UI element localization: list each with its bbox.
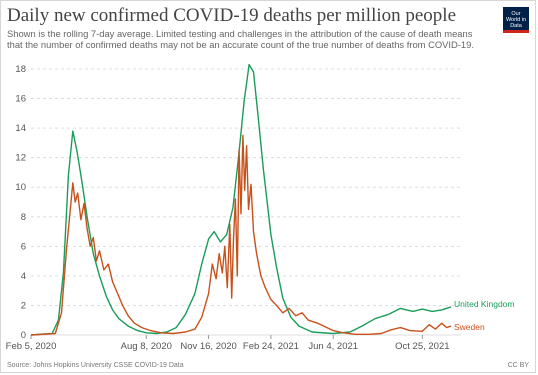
x-tick-label: Jun 4, 2021 <box>308 341 358 352</box>
y-tick-label: 16 <box>15 94 26 105</box>
series-line-united-kingdom <box>30 63 452 336</box>
y-tick-label: 14 <box>15 123 26 134</box>
x-tick-label: Oct 25, 2021 <box>395 341 449 352</box>
x-tick-label: Nov 16, 2020 <box>180 341 237 352</box>
y-tick-label: 12 <box>15 153 26 164</box>
logo-text: Our World in Data <box>505 11 527 29</box>
license-label: CC BY <box>507 362 529 369</box>
chart-title: Daily new confirmed COVID-19 deaths per … <box>7 5 457 26</box>
our-world-in-data-logo[interactable]: Our World in Data <box>503 7 529 33</box>
source-note: Source: Johns Hopkins University CSSE CO… <box>7 362 184 369</box>
y-tick-label: 6 <box>21 241 26 252</box>
logo-bar <box>503 30 529 33</box>
y-tick-label: 4 <box>21 271 26 282</box>
y-tick-label: 0 <box>21 330 26 341</box>
y-tick-label: 2 <box>21 300 26 311</box>
x-tick-label: Aug 8, 2020 <box>121 341 172 352</box>
y-tick-label: 8 <box>21 212 26 223</box>
y-tick-label: 10 <box>15 182 26 193</box>
series-label-sweden: Sweden <box>454 322 485 332</box>
x-tick-label: Feb 24, 2021 <box>243 341 299 352</box>
x-tick-label: Feb 5, 2020 <box>6 341 57 352</box>
y-tick-label: 18 <box>15 64 26 75</box>
chart-subtitle: Shown is the rolling 7-day average. Limi… <box>7 28 474 50</box>
series-label-united-kingdom: United Kingdom <box>454 299 514 309</box>
series-line-sweden <box>30 134 452 336</box>
